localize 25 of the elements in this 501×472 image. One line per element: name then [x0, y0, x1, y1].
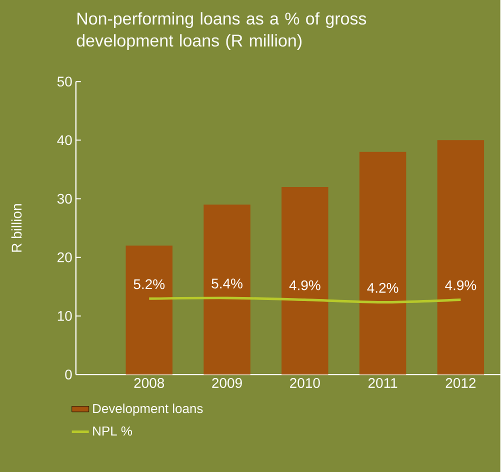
bar — [282, 186, 328, 374]
y-tick-label: 10 — [58, 310, 72, 321]
bar — [204, 204, 250, 374]
x-tick-label: 2011 — [368, 378, 398, 388]
y-tick-label: 0 — [65, 369, 72, 380]
y-tick-label: 40 — [57, 135, 72, 145]
x-tick-label: 2012 — [446, 378, 476, 388]
data-label: 4.9% — [445, 280, 476, 290]
x-tick-label: 2010 — [290, 378, 320, 388]
legend-label: NPL % — [93, 426, 132, 436]
data-label: 5.2% — [134, 279, 165, 289]
bar — [437, 140, 484, 374]
x-tick-label: 2008 — [134, 378, 164, 388]
y-tick-label: 50 — [57, 76, 72, 86]
chart-title: Non-performing loans as a % of gross development loans (R million) — [76, 12, 366, 50]
y-tick-label: 30 — [57, 194, 72, 204]
data-label: 4.2% — [367, 282, 398, 293]
y-tick-label: 20 — [58, 252, 72, 262]
legend-label: Development loans — [93, 403, 203, 416]
y-axis-title: R billion — [11, 204, 22, 252]
bar — [126, 245, 172, 374]
x-tick-label: 2009 — [212, 378, 242, 388]
bar — [359, 152, 406, 374]
data-label: 4.9% — [289, 280, 320, 290]
data-label: 5.4% — [212, 278, 242, 288]
